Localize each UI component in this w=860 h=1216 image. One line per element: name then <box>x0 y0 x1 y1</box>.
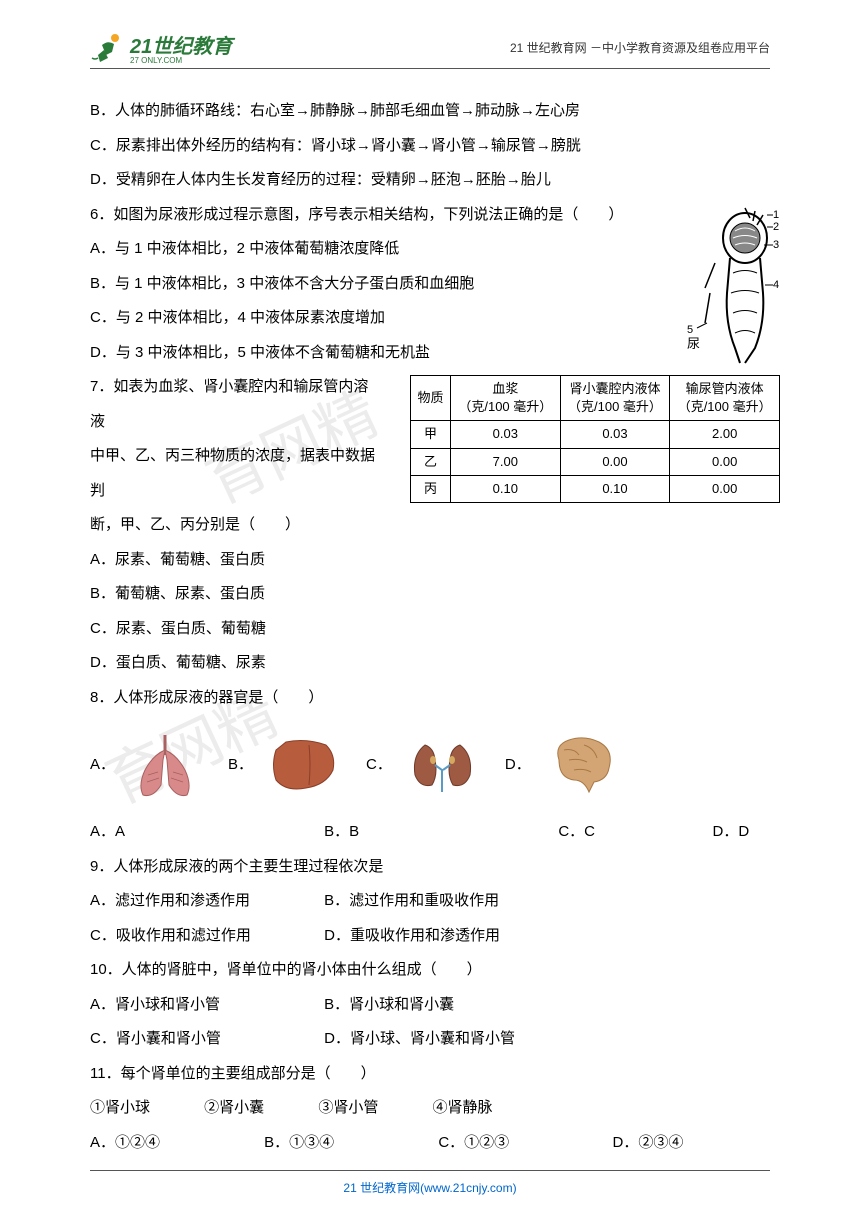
concentration-table: 物质 血浆（克/100 毫升） 肾小囊腔内液体（克/100 毫升） 输尿管内液体… <box>410 375 780 503</box>
logo-text: 21世纪教育 <box>130 36 232 58</box>
q7-option-a: A．尿素、葡萄糖、蛋白质 <box>90 543 380 578</box>
lungs-icon <box>123 730 208 800</box>
q7-text-1: 7．如表为血浆、肾小囊腔内和输尿管内溶液 <box>90 370 380 439</box>
organ-lungs: A． <box>90 730 208 800</box>
q10-row1: A．肾小球和肾小管 B．肾小球和肾小囊 <box>90 988 770 1023</box>
q10-row2: C．肾小囊和肾小管 D．肾小球、肾小囊和肾小管 <box>90 1022 770 1057</box>
svg-text:5: 5 <box>687 324 693 336</box>
question-10: 10．人体的肾脏中，肾单位中的肾小体由什么组成（ ） <box>90 953 770 988</box>
question-9: 9．人体形成尿液的两个主要生理过程依次是 <box>90 850 770 885</box>
question-7: 7．如表为血浆、肾小囊腔内和输尿管内溶液 中甲、乙、丙三种物质的浓度，据表中数据… <box>90 370 770 612</box>
table-header: 肾小囊腔内液体（克/100 毫升） <box>560 376 670 421</box>
q11-subs: ①肾小球 ②肾小囊 ③肾小管 ④肾静脉 <box>90 1091 770 1126</box>
q6-option-c: C．与 2 中液体相比，4 中液体尿素浓度增加 <box>90 301 770 336</box>
organ-images-row: A． B． C． <box>90 730 770 800</box>
q7-option-b: B．葡萄糖、尿素、蛋白质 <box>90 577 380 612</box>
option-c: C．尿素排出体外经历的结构有：肾小球→肾小囊→肾小管→输尿管→膀胱 <box>90 129 770 164</box>
q9-row2: C．吸收作用和滤过作用 D．重吸收作用和渗透作用 <box>90 919 770 954</box>
q7-text-2: 中甲、乙、丙三种物质的浓度，据表中数据判 <box>90 439 380 508</box>
organ-brain: D． <box>505 730 624 800</box>
question-11: 11．每个肾单位的主要组成部分是（ ） <box>90 1057 770 1092</box>
table-header: 血浆（克/100 毫升） <box>451 376 561 421</box>
q7-option-c: C．尿素、蛋白质、葡萄糖 <box>90 612 770 647</box>
brain-icon <box>539 730 624 800</box>
table-row: 丙 0.10 0.10 0.00 <box>411 475 780 502</box>
urine-label: 尿 <box>687 336 700 351</box>
data-table: 物质 血浆（克/100 毫升） 肾小囊腔内液体（克/100 毫升） 输尿管内液体… <box>410 375 780 503</box>
document-content: B．人体的肺循环路线：右心室→肺静脉→肺部毛细血管→肺动脉→左心房 C．尿素排出… <box>90 94 770 1160</box>
svg-text:1: 1 <box>773 209 779 221</box>
svg-text:2: 2 <box>773 221 779 233</box>
q7-option-d: D．蛋白质、葡萄糖、尿素 <box>90 646 770 681</box>
header-platform-text: 21 世纪教育网 －中小学教育资源及组卷应用平台 <box>510 39 770 56</box>
page-header: 21世纪教育 27 ONLY.COM 21 世纪教育网 －中小学教育资源及组卷应… <box>90 30 770 69</box>
q6-option-b: B．与 1 中液体相比，3 中液体不含大分子蛋白质和血细胞 <box>90 267 770 302</box>
question-8: 8．人体形成尿液的器官是（ ） <box>90 681 770 716</box>
option-d: D．受精卵在人体内生长发育经历的过程：受精卵→胚泡→胚胎→胎儿 <box>90 163 770 198</box>
liver-icon <box>261 730 346 800</box>
page-footer: 21 世纪教育网(www.21cnjy.com) <box>90 1170 770 1196</box>
nephron-diagram: 1 2 3 4 5 尿 <box>685 203 785 368</box>
table-header-row: 物质 血浆（克/100 毫升） 肾小囊腔内液体（克/100 毫升） 输尿管内液体… <box>411 376 780 421</box>
table-row: 乙 7.00 0.00 0.00 <box>411 448 780 475</box>
q11-options: A．①②④ B．①③④ C．①②③ D．②③④ <box>90 1126 770 1161</box>
q9-row1: A．滤过作用和渗透作用 B．滤过作用和重吸收作用 <box>90 884 770 919</box>
svg-text:3: 3 <box>773 239 779 251</box>
kidneys-icon <box>400 730 485 800</box>
q6-text: 6．如图为尿液形成过程示意图，序号表示相关结构，下列说法正确的是（ ） <box>90 198 770 233</box>
option-b: B．人体的肺循环路线：右心室→肺静脉→肺部毛细血管→肺动脉→左心房 <box>90 94 770 129</box>
q6-option-d: D．与 3 中液体相比，5 中液体不含葡萄糖和无机盐 <box>90 336 770 371</box>
logo-icon <box>90 30 125 65</box>
table-body: 甲 0.03 0.03 2.00 乙 7.00 0.00 0.00 丙 <box>411 421 780 503</box>
organ-kidneys: C． <box>366 730 485 800</box>
question-6: 6．如图为尿液形成过程示意图，序号表示相关结构，下列说法正确的是（ ） 1 2 … <box>90 198 770 371</box>
logo: 21世纪教育 27 ONLY.COM <box>90 30 232 65</box>
table-header: 输尿管内液体（克/100 毫升） <box>670 376 780 421</box>
q6-option-a: A．与 1 中液体相比，2 中液体葡萄糖浓度降低 <box>90 232 770 267</box>
svg-text:4: 4 <box>773 279 779 291</box>
organ-liver: B． <box>228 730 346 800</box>
q8-options: A．A B．B C．C D．D <box>90 815 770 850</box>
table-row: 甲 0.03 0.03 2.00 <box>411 421 780 448</box>
table-header: 物质 <box>411 376 451 421</box>
q7-text-3: 断，甲、乙、丙分别是（ ） <box>90 508 380 543</box>
